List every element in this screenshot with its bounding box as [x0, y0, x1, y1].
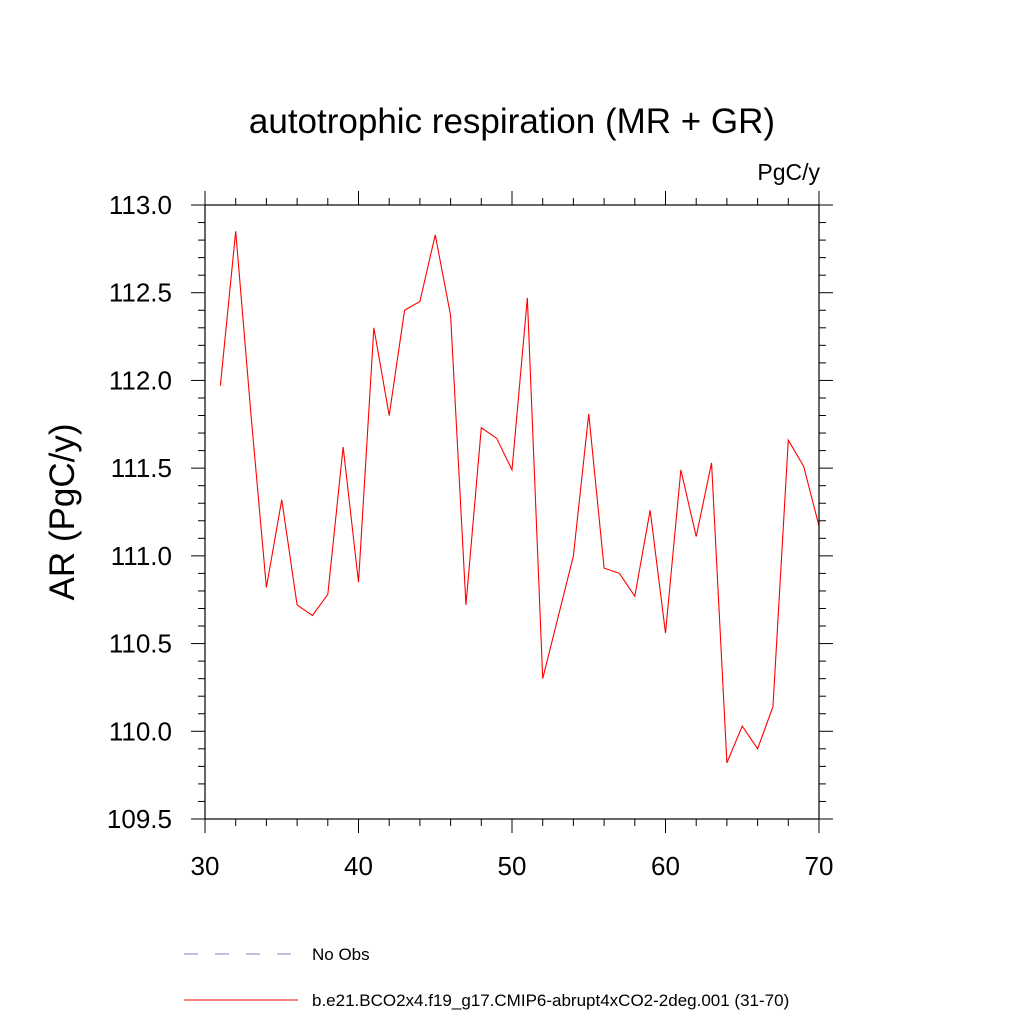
chart-title: autotrophic respiration (MR + GR): [249, 102, 775, 141]
y-tick-label: 110.5: [109, 629, 172, 659]
plot-frame: [204, 204, 820, 820]
y-tick-label: 113.0: [109, 190, 172, 220]
y-axis-label: AR (PgC/y): [43, 424, 82, 601]
series-layer: [219, 231, 820, 764]
x-tick-label: 30: [191, 851, 220, 881]
x-tick-label: 40: [344, 851, 373, 881]
y-tick-label: 109.5: [107, 804, 172, 834]
units-label: PgC/y: [757, 159, 820, 185]
legend-label-no-obs: No Obs: [312, 945, 370, 964]
ticks-layer: [191, 191, 833, 833]
tick-labels-layer: 30 40 50 60 70 109.5 110.0 110.5 111.0 111.5 112.0…: [107, 190, 834, 881]
y-tick-label: 111.0: [111, 541, 172, 571]
series-line: [219, 231, 820, 764]
y-tick-label: 110.0: [109, 716, 172, 746]
y-tick-label: 111.5: [111, 453, 172, 483]
x-tick-label: 70: [805, 851, 834, 881]
y-tick-label: 112.5: [109, 278, 172, 308]
y-tick-label: 112.0: [109, 365, 172, 395]
x-tick-label: 50: [498, 851, 527, 881]
x-tick-label: 60: [651, 851, 680, 881]
legend: No Obs b.e21.BCO2x4.f19_g17.CMIP6-abrupt…: [184, 945, 789, 1010]
legend-label-model-run: b.e21.BCO2x4.f19_g17.CMIP6-abrupt4xCO2-2…: [312, 991, 789, 1010]
